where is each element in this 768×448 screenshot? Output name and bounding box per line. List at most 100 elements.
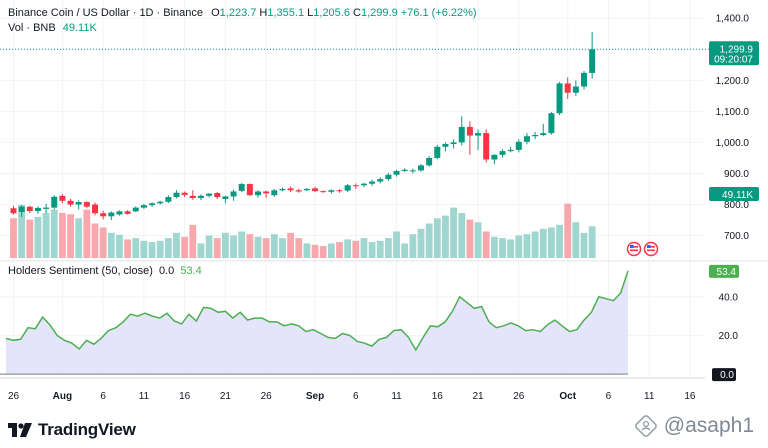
volume-bar: [303, 243, 311, 258]
sentiment-axis[interactable]: 40.0 20.0 53.4 0.0: [709, 264, 739, 382]
volume-label: Vol · BNB: [8, 22, 56, 34]
candle-body: [540, 133, 547, 135]
time-tick-label: 16: [432, 391, 444, 402]
us-flag-event-icon[interactable]: [643, 241, 659, 257]
time-tick-label: 6: [100, 391, 106, 402]
volume-bar: [336, 242, 343, 258]
candle-body: [149, 203, 156, 206]
volume-bar: [34, 216, 42, 258]
time-tick-label: 11: [391, 391, 402, 402]
time-tick-label: 16: [179, 391, 191, 402]
volume-bar: [360, 238, 368, 258]
volume-bar: [466, 219, 474, 258]
volume-bar: [10, 218, 17, 258]
volume-bar: [376, 240, 384, 258]
candle-body: [344, 185, 351, 191]
volume-bar: [140, 240, 148, 258]
candle-body: [100, 213, 107, 217]
volume-bar: [189, 224, 197, 258]
candle-body: [475, 133, 482, 136]
symbol-legend[interactable]: Binance Coin / US Dollar · 1D · Binance …: [8, 7, 477, 19]
watermark-handle-text: @asaph1: [663, 414, 754, 437]
sentiment-legend[interactable]: Holders Sentiment (50, close) 0.0 53.4: [8, 265, 202, 277]
tradingview-logo-icon: [8, 423, 32, 437]
candle-body: [34, 207, 41, 212]
volume-bar: [458, 212, 466, 258]
symbol-title[interactable]: Binance Coin / US Dollar · 1D · Binance: [8, 7, 204, 19]
volume-bar: [205, 235, 213, 258]
last-price-badge[interactable]: [709, 41, 759, 66]
event-markers[interactable]: [626, 241, 659, 257]
volume-bar: [482, 231, 490, 258]
flag-canton: [647, 245, 651, 248]
volume-bar: [173, 232, 180, 258]
candle-body: [67, 200, 74, 205]
candle-body: [564, 83, 571, 93]
price-tick-label: 700.0: [724, 231, 749, 242]
time-tick-label: 26: [513, 391, 525, 402]
volume-bar: [156, 240, 164, 258]
volume-bar: [368, 242, 376, 258]
candle-body: [426, 157, 433, 166]
candle-body: [214, 193, 221, 198]
volume-bar: [287, 232, 294, 258]
candle-body: [328, 190, 335, 192]
candle-body: [450, 142, 457, 144]
sentiment-tick-label: 20.0: [719, 331, 739, 342]
candle-body: [108, 212, 115, 217]
time-tick-label: 21: [472, 391, 484, 402]
volume-bar: [295, 238, 303, 258]
volume-bar: [344, 239, 352, 258]
volume-bar: [197, 243, 205, 258]
candle-body: [51, 196, 58, 208]
candle-body: [548, 113, 555, 134]
candle-body: [336, 190, 343, 192]
volume-bar: [279, 238, 286, 258]
candle-body: [409, 170, 416, 172]
high-value: 1,355.1: [267, 7, 305, 19]
price-axis[interactable]: 1,400.01,300.01,200.01,100.01,000.0900.0…: [709, 14, 759, 242]
time-axis[interactable]: 26 Aug 6 11 16 21 26 Sep 6 11 16 21 26 Oct 6 11 16: [0, 377, 705, 402]
candle-body: [132, 207, 139, 212]
sentiment-pane: [0, 270, 705, 375]
volume-bar: [26, 219, 34, 258]
us-flag-event-icon[interactable]: [626, 241, 642, 257]
time-tick-label: 16: [684, 391, 696, 402]
candle-body: [230, 191, 237, 197]
candle-body: [124, 211, 131, 214]
price-tick-label: 1,200.0: [716, 76, 750, 87]
volume-bar: [327, 243, 335, 258]
volume-bar: [539, 228, 547, 258]
sentiment-zero-badge[interactable]: [712, 368, 736, 382]
flag-stripe: [630, 249, 638, 252]
candle-body: [418, 165, 424, 171]
volume-badge[interactable]: [709, 187, 759, 201]
volume-bar: [91, 223, 99, 258]
candle-body: [75, 202, 82, 205]
sentiment-last-badge[interactable]: [709, 264, 739, 278]
tradingview-logo[interactable]: TradingView: [8, 420, 136, 440]
volume-bar: [42, 212, 50, 258]
volume-bar: [116, 234, 123, 258]
candle-body: [189, 195, 196, 199]
volume-bar: [132, 238, 140, 258]
candle-body: [18, 206, 25, 212]
flag-stripe: [647, 246, 655, 248]
candle-body: [556, 83, 563, 114]
volume-bar: [564, 203, 572, 258]
time-tick-label: Oct: [559, 391, 576, 402]
volume-bar: [352, 240, 360, 258]
volume-bar: [490, 236, 498, 258]
volume-bar: [148, 242, 156, 258]
candle-body: [352, 185, 359, 187]
candle-body: [222, 196, 229, 199]
watermark-handle: @asaph1: [634, 414, 754, 438]
volume-bar: [588, 226, 596, 258]
candle-body: [401, 169, 408, 171]
volume-legend[interactable]: Vol · BNB 49.11K: [8, 22, 97, 34]
time-tick-label: Aug: [53, 391, 72, 402]
candle-body: [589, 49, 596, 73]
candle-body: [434, 146, 441, 158]
volume-bar: [164, 238, 172, 258]
